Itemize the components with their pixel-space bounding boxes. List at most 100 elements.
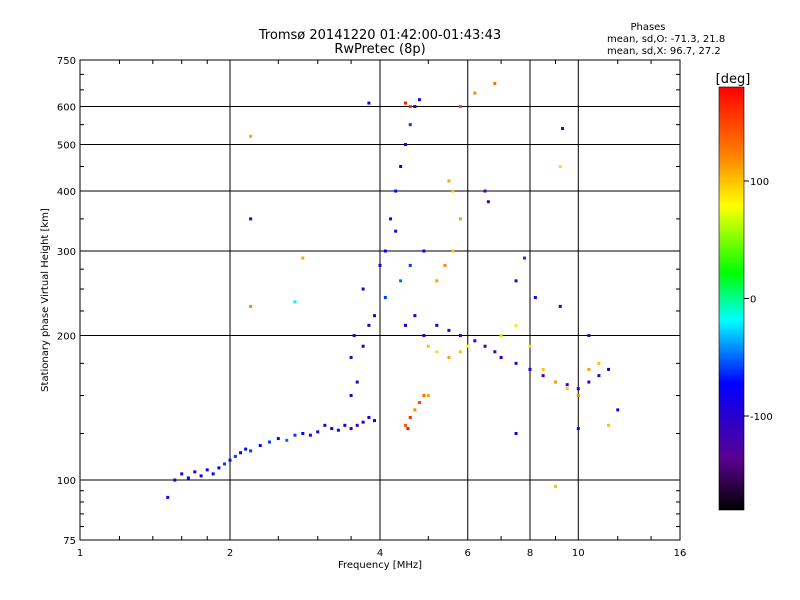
data-point [361,287,365,291]
data-point [293,300,297,304]
data-point [258,444,262,448]
data-point [166,495,170,499]
data-point [239,451,243,455]
data-point [408,105,412,109]
data-point [443,263,447,267]
data-point [349,394,353,398]
data-point [408,123,412,127]
colorbar: [deg] 100 0 -100 [716,72,773,511]
y-tick-label: 400 [57,187,76,198]
data-point [330,427,334,431]
data-point [180,472,184,476]
data-point [285,438,289,442]
data-point [514,361,518,365]
data-point [458,334,462,338]
data-point [576,394,580,398]
data-point [399,164,403,168]
data-point [276,437,280,441]
data-point [394,229,398,233]
data-point [493,82,497,86]
data-point [616,408,620,412]
data-point [426,344,430,348]
data-point [607,423,611,427]
y-tick-label: 200 [57,332,76,343]
data-point [447,328,451,332]
data-point [493,350,497,354]
data-point [422,249,426,253]
data-points [166,82,620,499]
data-point [244,447,248,451]
data-point [349,355,353,359]
data-point [211,472,215,476]
data-point [473,91,477,95]
data-point [528,344,532,348]
data-point [587,334,591,338]
data-point [413,408,417,412]
data-point [403,423,407,427]
data-point [399,279,403,283]
data-point [403,143,407,147]
data-point [426,394,430,398]
data-point [558,304,562,308]
data-point [193,470,197,474]
data-point [473,339,477,343]
colorbar-tick-label: 100 [750,177,769,188]
data-point [403,323,407,327]
data-point [413,105,417,109]
x-tick-label: 8 [527,548,533,559]
data-point [466,344,470,348]
data-point [249,304,253,308]
data-point [349,427,353,431]
data-point [417,401,421,405]
data-point [422,334,426,338]
data-point [249,217,253,221]
data-point [308,433,312,437]
colorbar-title: [deg] [716,72,751,87]
data-point [576,387,580,391]
data-point [408,415,412,419]
y-tick-label: 600 [57,103,76,114]
data-point [514,323,518,327]
data-point [367,415,371,419]
data-point [417,98,421,102]
data-point [186,476,190,480]
data-point [361,344,365,348]
data-point [323,423,327,427]
data-point [355,380,359,384]
colorbar-tick-labels: 100 0 -100 [744,177,773,423]
data-point [199,474,203,478]
data-point [541,374,545,378]
data-point [373,314,377,318]
y-tick-label: 500 [57,141,76,152]
minor-ticks [80,60,680,540]
data-point [499,355,503,359]
data-point [565,383,569,387]
y-axis-label: Stationary phase Virtual Height [km] [40,208,51,392]
data-point [249,449,253,453]
data-point [233,454,237,458]
data-point [205,468,209,472]
data-point [587,367,591,371]
x-axis-label: Frequency [MHz] [338,560,422,571]
data-point [301,432,305,436]
data-point [336,428,340,432]
data-point [597,374,601,378]
data-point [378,263,382,267]
data-point [367,101,371,105]
data-point [408,263,412,267]
y-tick-label: 750 [57,56,76,67]
data-point [422,394,426,398]
data-point [383,249,387,253]
data-point [361,420,365,424]
data-point [447,355,451,359]
data-point [447,179,451,183]
data-point [553,484,557,488]
data-point [499,334,503,338]
data-point [486,200,490,204]
chart-title: Tromsø 20141220 01:42:00-01:43:43 [258,28,501,43]
data-point [435,350,439,354]
data-point [228,458,232,462]
data-point [458,350,462,354]
colorbar-gradient [718,86,745,511]
